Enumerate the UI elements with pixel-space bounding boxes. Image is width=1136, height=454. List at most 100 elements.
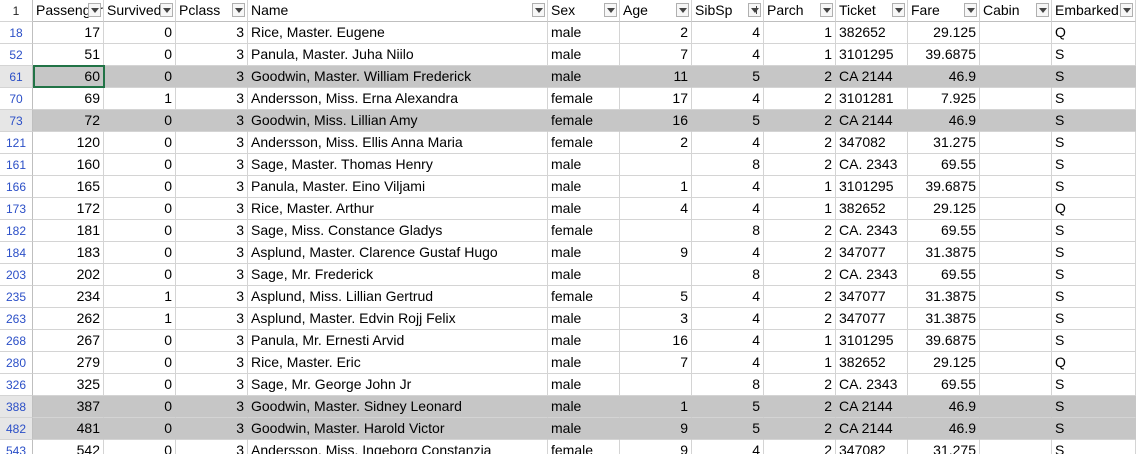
filter-dropdown-icon[interactable] [1036,3,1049,17]
cell-age[interactable]: 7 [620,44,692,66]
cell-name[interactable]: Rice, Master. Eugene [248,22,548,44]
cell-name[interactable]: Sage, Mr. Frederick [248,264,548,286]
column-header-age[interactable]: Age [620,0,692,22]
cell-pclass[interactable]: 3 [176,286,248,308]
cell-age[interactable]: 17 [620,88,692,110]
cell-parch[interactable]: 2 [764,396,836,418]
cell-ticket[interactable]: CA. 2343 [836,154,908,176]
cell-sex[interactable]: male [548,418,620,440]
cell-cabin[interactable] [980,418,1052,440]
cell-embarked[interactable]: S [1052,110,1136,132]
cell-parch[interactable]: 2 [764,286,836,308]
column-header-name[interactable]: Name [248,0,548,22]
cell-fare[interactable]: 31.3875 [908,308,980,330]
cell-fare[interactable]: 29.125 [908,352,980,374]
cell-parch[interactable]: 2 [764,132,836,154]
cell-cabin[interactable] [980,308,1052,330]
cell-age[interactable]: 9 [620,242,692,264]
cell-pclass[interactable]: 3 [176,132,248,154]
cell-sibsp[interactable]: 4 [692,88,764,110]
cell-survived[interactable]: 0 [104,264,176,286]
cell-ticket[interactable]: 347082 [836,132,908,154]
table-row[interactable]: 263 262 1 3 Asplund, Master. Edvin Rojj Feli… [0,308,1136,330]
row-number[interactable]: 73 [0,110,33,132]
table-row[interactable]: 388 387 0 3 Goodwin, Master. Sidney Leonard m… [0,396,1136,418]
cell-cabin[interactable] [980,154,1052,176]
row-number[interactable]: 52 [0,44,33,66]
cell-sex[interactable]: female [548,286,620,308]
cell-cabin[interactable] [980,286,1052,308]
cell-survived[interactable]: 0 [104,242,176,264]
cell-sibsp[interactable]: 4 [692,330,764,352]
cell-parch[interactable]: 1 [764,330,836,352]
column-header-sex[interactable]: Sex [548,0,620,22]
cell-pclass[interactable]: 3 [176,44,248,66]
cell-passengerid[interactable]: 120 [33,132,104,154]
table-row[interactable]: 326 325 0 3 Sage, Mr. George John Jr male 8 2 CA… [0,374,1136,396]
cell-fare[interactable]: 46.9 [908,418,980,440]
cell-name[interactable]: Andersson, Miss. Ellis Anna Maria [248,132,548,154]
cell-name[interactable]: Sage, Mr. George John Jr [248,374,548,396]
cell-fare[interactable]: 31.3875 [908,286,980,308]
column-header-cabin[interactable]: Cabin [980,0,1052,22]
row-number[interactable]: 235 [0,286,33,308]
cell-passengerid[interactable]: 172 [33,198,104,220]
cell-ticket[interactable]: CA 2144 [836,66,908,88]
cell-age[interactable]: 7 [620,352,692,374]
cell-sibsp[interactable]: 4 [692,132,764,154]
cell-sibsp[interactable]: 4 [692,22,764,44]
cell-pclass[interactable]: 3 [176,220,248,242]
cell-fare[interactable]: 46.9 [908,396,980,418]
table-row[interactable]: 482 481 0 3 Goodwin, Master. Harold Victor ma… [0,418,1136,440]
cell-age[interactable]: 2 [620,22,692,44]
cell-fare[interactable]: 69.55 [908,154,980,176]
row-number[interactable]: 263 [0,308,33,330]
cell-sibsp[interactable]: 5 [692,66,764,88]
cell-fare[interactable]: 39.6875 [908,44,980,66]
cell-cabin[interactable] [980,110,1052,132]
cell-cabin[interactable] [980,176,1052,198]
cell-survived[interactable]: 0 [104,352,176,374]
cell-embarked[interactable]: S [1052,308,1136,330]
cell-survived[interactable]: 0 [104,440,176,454]
cell-age[interactable]: 5 [620,286,692,308]
cell-embarked[interactable]: S [1052,440,1136,454]
cell-embarked[interactable]: S [1052,176,1136,198]
cell-sibsp[interactable]: 4 [692,308,764,330]
cell-passengerid[interactable]: 183 [33,242,104,264]
cell-ticket[interactable]: CA 2144 [836,396,908,418]
cell-fare[interactable]: 31.275 [908,132,980,154]
cell-embarked[interactable]: S [1052,220,1136,242]
cell-fare[interactable]: 46.9 [908,66,980,88]
cell-ticket[interactable]: CA. 2343 [836,264,908,286]
row-number[interactable]: 173 [0,198,33,220]
table-row[interactable]: 61 60 0 3 Goodwin, Master. William Frederick… [0,66,1136,88]
filter-dropdown-icon[interactable] [160,3,173,17]
cell-name[interactable]: Rice, Master. Eric [248,352,548,374]
cell-name[interactable]: Sage, Miss. Constance Gladys [248,220,548,242]
cell-ticket[interactable]: 347077 [836,242,908,264]
row-number[interactable]: 326 [0,374,33,396]
cell-parch[interactable]: 2 [764,418,836,440]
filter-dropdown-icon[interactable] [532,3,545,17]
cell-passengerid[interactable]: 160 [33,154,104,176]
cell-fare[interactable]: 46.9 [908,110,980,132]
cell-embarked[interactable]: S [1052,44,1136,66]
cell-passengerid[interactable]: 69 [33,88,104,110]
table-row[interactable]: 173 172 0 3 Rice, Master. Arthur male 4 4 1 38265… [0,198,1136,220]
cell-cabin[interactable] [980,352,1052,374]
filter-dropdown-icon[interactable] [604,3,617,17]
table-row[interactable]: 52 51 0 3 Panula, Master. Juha Niilo male 7 4 1 3… [0,44,1136,66]
cell-sibsp[interactable]: 4 [692,198,764,220]
cell-cabin[interactable] [980,220,1052,242]
column-header-ticket[interactable]: Ticket [836,0,908,22]
cell-passengerid[interactable]: 325 [33,374,104,396]
cell-age[interactable]: 2 [620,132,692,154]
cell-parch[interactable]: 2 [764,154,836,176]
cell-ticket[interactable]: 347077 [836,286,908,308]
cell-embarked[interactable]: Q [1052,22,1136,44]
cell-passengerid[interactable]: 17 [33,22,104,44]
row-number[interactable]: 166 [0,176,33,198]
cell-parch[interactable]: 2 [764,374,836,396]
column-header-survived[interactable]: Survived [104,0,176,22]
